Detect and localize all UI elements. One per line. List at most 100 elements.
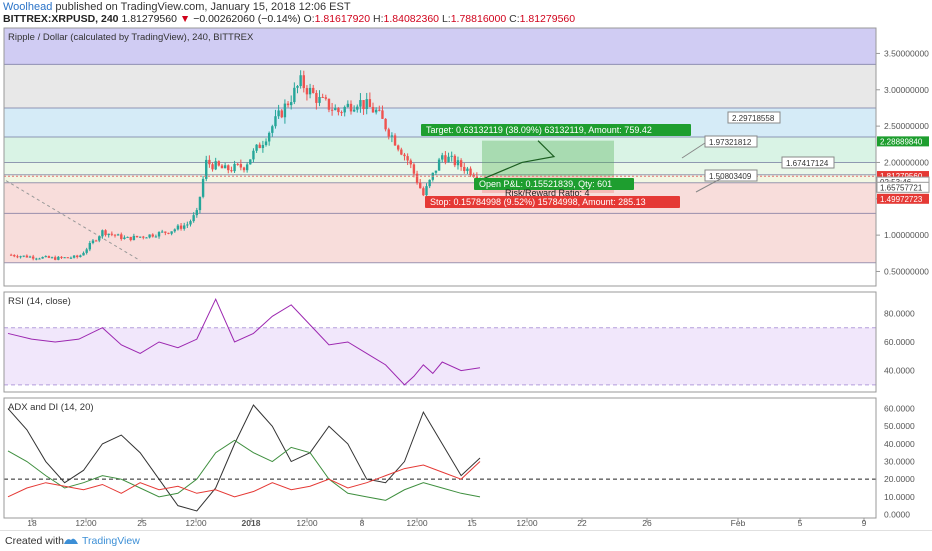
rsi-line xyxy=(7,297,481,386)
tradingview-logo-icon xyxy=(64,538,78,544)
candle-body xyxy=(123,237,126,240)
candle-body xyxy=(13,255,16,257)
candle-body xyxy=(459,160,463,167)
risk-reward-label: Risk/Reward Ratio: 4 xyxy=(505,188,590,198)
candle-body xyxy=(359,100,362,107)
price-axis-badge-label: 1.65757721 xyxy=(880,183,923,192)
price-axis-badge-label: 1.81279560 xyxy=(880,172,923,181)
adx-pane[interactable]: 60.0000 50.0000 40.0000 30.0000 20.0000 10.00… xyxy=(4,402,915,519)
candle-body xyxy=(371,106,375,113)
candle-body xyxy=(167,232,170,234)
open-label: O: xyxy=(303,13,315,25)
price-axis-badge xyxy=(877,136,929,147)
candle-body xyxy=(330,109,334,111)
candle-body xyxy=(290,102,293,106)
candle-body xyxy=(343,106,346,113)
price-pane[interactable]: 3.50000000 3.00000000 2.50000000 2.00000000… xyxy=(4,28,930,276)
time-tick-label: 2018 xyxy=(242,518,261,528)
candle-body xyxy=(447,156,450,163)
candle-body xyxy=(334,108,337,111)
rsi-pane[interactable]: 80.0000 60.0000 40.0000 RSI (14, close) xyxy=(4,296,915,386)
adx-pane-title: ADX and DI (14, 20) xyxy=(8,402,94,413)
candle-body xyxy=(258,144,261,149)
candle-body xyxy=(28,256,32,258)
candle-body xyxy=(120,234,123,240)
candle-body xyxy=(441,155,444,160)
candle-body xyxy=(25,255,29,258)
candle-body xyxy=(211,164,214,170)
time-tick-label: 12:00 xyxy=(185,518,207,528)
adx-tick-label: 50.0000 xyxy=(884,421,915,431)
candle-body xyxy=(110,233,114,235)
time-axis[interactable]: 18 12:00 25 12:00 2018 12:00 8 12:00 15 12:00 22 26… xyxy=(27,518,867,528)
candle-body xyxy=(19,256,22,258)
symbol-info: BITTREX:XRPUSD, 240 1.81279560 ▼ −0.0026… xyxy=(3,13,575,25)
price-tick-label: 3.50000000 xyxy=(884,48,929,58)
candle-body xyxy=(192,215,195,222)
projection-label: 1.50803409 xyxy=(709,172,752,181)
candle-body xyxy=(280,110,283,118)
candle-body xyxy=(255,144,258,151)
candle-body xyxy=(201,178,205,197)
author-link[interactable]: Woolhead xyxy=(3,1,53,13)
price-axis-badge-label: 1.49972723 xyxy=(880,195,923,204)
candle-body xyxy=(183,225,186,229)
candle-body xyxy=(116,234,120,236)
candle-body xyxy=(35,258,38,260)
high-label: H: xyxy=(373,13,384,25)
adx-tick-label: 0.0000 xyxy=(884,509,910,519)
candle-body xyxy=(327,98,331,110)
candle-body xyxy=(242,167,246,171)
candle-body xyxy=(312,87,315,93)
candle-body xyxy=(66,257,69,259)
candle-body xyxy=(22,255,25,257)
candle-body xyxy=(378,109,381,111)
time-tick-label: 5 xyxy=(798,518,803,528)
price-tick-label: 0.50000000 xyxy=(884,266,929,276)
adx-tick-label: 10.0000 xyxy=(884,492,915,502)
candle-body xyxy=(230,170,233,172)
candle-body xyxy=(444,155,447,163)
candle-body xyxy=(315,92,318,103)
time-tick-label: 26 xyxy=(642,518,652,528)
projection-arrow xyxy=(483,140,556,179)
candle-body xyxy=(151,234,154,237)
tradingview-brand[interactable]: TradingView xyxy=(82,535,140,547)
candle-body xyxy=(302,75,305,89)
pane-frame xyxy=(3,291,877,393)
time-tick-label: 12:00 xyxy=(75,518,97,528)
candle-body xyxy=(195,210,198,216)
projection-box xyxy=(781,156,835,169)
candle-body xyxy=(54,257,57,260)
candle-body xyxy=(321,96,324,98)
price-tick-label: 1.00000000 xyxy=(884,230,929,240)
di-minus-line xyxy=(7,461,481,498)
chart-canvas[interactable]: 3.50000000 3.00000000 2.50000000 2.00000000… xyxy=(0,0,932,530)
candle-body xyxy=(403,154,406,157)
candle-body xyxy=(318,96,321,103)
candle-body xyxy=(437,159,441,171)
candle-body xyxy=(463,166,466,172)
time-tick-label: 15 xyxy=(467,518,477,528)
candle-body xyxy=(44,256,47,258)
candle-body xyxy=(85,249,88,253)
candle-body xyxy=(50,257,54,259)
rsi-pane-title: RSI (14, close) xyxy=(8,296,71,307)
candle-body xyxy=(239,164,243,168)
time-tick-label: 12:00 xyxy=(406,518,428,528)
candle-body xyxy=(365,99,368,110)
candle-body xyxy=(245,164,249,171)
candle-body xyxy=(217,161,221,166)
candle-body xyxy=(308,87,312,95)
price-pane-title: Ripple / Dollar (calculated by TradingVi… xyxy=(8,32,254,43)
time-tick-label: Feb xyxy=(731,518,746,528)
published-text: published on TradingView.com, January 15… xyxy=(55,1,351,13)
fib-band xyxy=(4,64,876,108)
candle-body xyxy=(450,155,453,157)
pane-frame xyxy=(3,27,877,287)
candle-body xyxy=(107,233,110,236)
candle-body xyxy=(362,100,365,110)
candle-body xyxy=(31,256,35,259)
candle-body xyxy=(356,106,359,110)
candle-body xyxy=(91,240,95,244)
